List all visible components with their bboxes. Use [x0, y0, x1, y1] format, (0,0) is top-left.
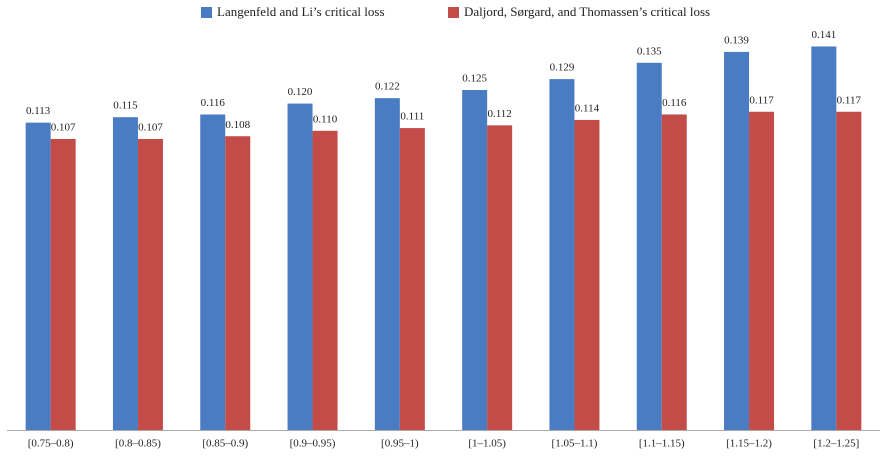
legend: Langenfeld and Li’s critical loss Daljor…	[201, 4, 710, 19]
value-label: 0.141	[811, 29, 836, 41]
bar	[724, 51, 750, 431]
value-label: 0.129	[550, 62, 575, 74]
legend-label: Langenfeld and Li’s critical loss	[217, 4, 385, 19]
x-tick-label: [1.2–1.25]	[813, 438, 859, 450]
value-label: 0.112	[487, 108, 511, 120]
x-tick-label: [0.75–0.8)	[28, 438, 74, 450]
value-label: 0.107	[51, 121, 76, 133]
x-tick-label: [1.05–1.1)	[552, 438, 598, 450]
x-tick-label: [1.1–1.15)	[639, 438, 685, 450]
value-label: 0.111	[400, 111, 424, 123]
value-label: 0.139	[724, 34, 749, 46]
x-tick-label: [0.95–1)	[381, 438, 419, 450]
value-label: 0.116	[662, 97, 687, 109]
value-label: 0.117	[837, 94, 862, 106]
bar	[487, 125, 513, 431]
bar	[225, 136, 251, 431]
legend-swatch	[201, 7, 212, 18]
bar	[574, 119, 600, 431]
bar	[836, 111, 862, 430]
bar	[661, 114, 687, 430]
bar	[112, 117, 138, 430]
value-label: 0.116	[201, 97, 226, 109]
x-tick-label: [0.8–0.85)	[115, 438, 161, 450]
bar	[749, 111, 775, 430]
legend-swatch	[448, 7, 459, 18]
bar	[287, 103, 313, 430]
x-tick-label: [0.85–0.9)	[202, 438, 248, 450]
bar	[636, 62, 662, 431]
bar	[811, 46, 837, 430]
value-label: 0.114	[575, 102, 600, 114]
value-label: 0.110	[313, 113, 338, 125]
x-tick-label: [1–1.05)	[468, 438, 506, 450]
value-label: 0.115	[113, 100, 138, 112]
x-tick-label: [1.15–1.2)	[726, 438, 772, 450]
value-label: 0.135	[637, 45, 662, 57]
x-tick-label: [0.9–0.95)	[290, 438, 336, 450]
value-label: 0.120	[288, 86, 313, 98]
bar	[312, 130, 338, 431]
legend-label: Daljord, Sørgard, and Thomassen’s critic…	[464, 4, 710, 19]
bar	[399, 128, 425, 430]
bar	[50, 138, 76, 430]
value-label: 0.107	[138, 121, 163, 133]
bar	[25, 122, 51, 430]
bar	[137, 138, 163, 430]
bar	[549, 79, 575, 431]
value-label: 0.122	[375, 81, 400, 93]
bar	[462, 90, 488, 430]
value-label: 0.125	[462, 73, 487, 85]
value-label: 0.117	[749, 94, 774, 106]
bar	[200, 114, 226, 430]
bar	[374, 98, 400, 430]
value-label: 0.108	[225, 119, 250, 131]
value-label: 0.113	[26, 105, 51, 117]
